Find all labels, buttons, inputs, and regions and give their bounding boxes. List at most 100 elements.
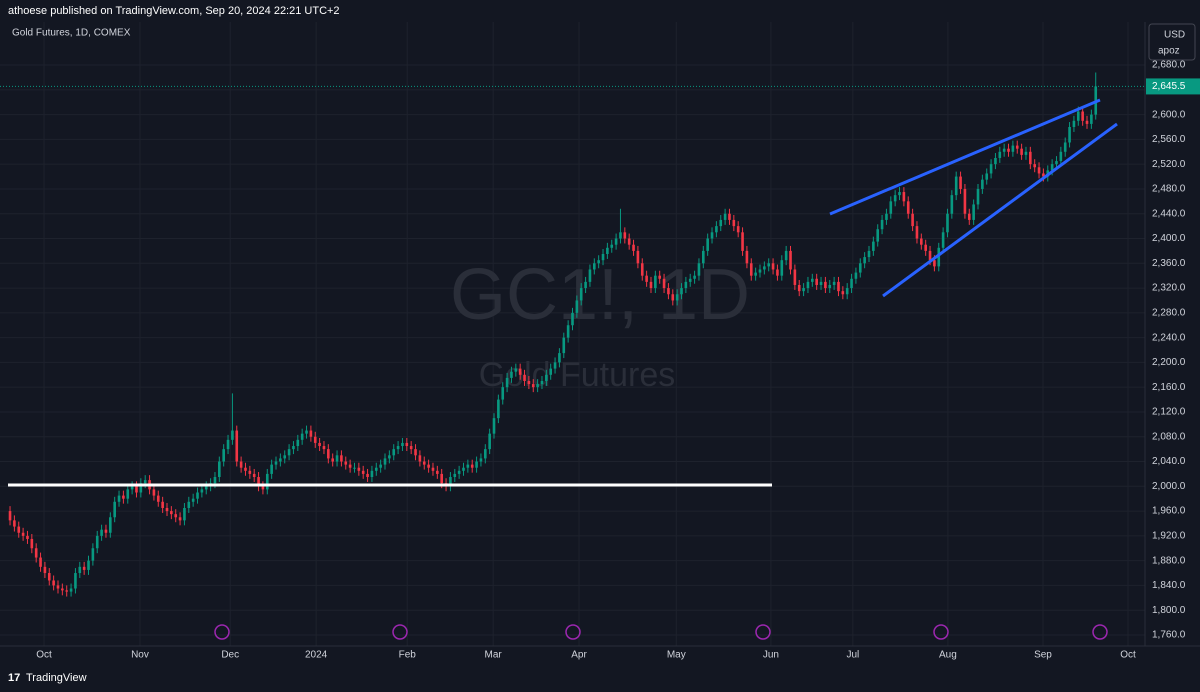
x-tick-label: Oct <box>1120 650 1136 661</box>
x-tick-label: Feb <box>399 650 417 661</box>
candle-body <box>1076 111 1080 121</box>
candle-body <box>1050 164 1054 171</box>
candle-body <box>95 535 99 549</box>
candle-body <box>479 458 483 462</box>
candle-body <box>715 226 718 233</box>
candle-body <box>701 250 705 264</box>
candle-body <box>61 588 64 591</box>
candle-body <box>745 250 749 264</box>
candle-body <box>244 467 247 471</box>
candle-body <box>300 433 304 440</box>
candle-body <box>492 418 496 434</box>
candle-body <box>1042 173 1045 177</box>
candle-body <box>963 188 967 214</box>
y-tick-label: 2,040.0 <box>1152 456 1186 467</box>
candle-body <box>1002 148 1006 152</box>
candle-body <box>78 566 82 574</box>
candle-body <box>693 275 696 279</box>
candle-body <box>191 498 195 502</box>
candle-body <box>13 520 16 527</box>
candle-body <box>139 483 143 493</box>
y-tick-label: 2,400.0 <box>1152 233 1186 244</box>
candle-body <box>488 433 491 450</box>
candle-body <box>505 377 509 388</box>
candle-body <box>1020 148 1023 155</box>
y-tick-label: 1,840.0 <box>1152 580 1186 591</box>
candle-body <box>850 278 853 289</box>
candle-body <box>361 470 365 474</box>
candle-body <box>204 486 208 490</box>
candle-body <box>527 380 531 385</box>
candle-body <box>741 232 744 251</box>
watermark-subtitle: Gold Futures <box>479 356 676 394</box>
candle-body <box>327 449 330 459</box>
last-price-box <box>1146 78 1200 95</box>
y-tick-label: 1,960.0 <box>1152 506 1186 517</box>
candle-body <box>100 529 103 536</box>
y-tick-label: 1,920.0 <box>1152 530 1186 541</box>
x-tick-label: May <box>667 650 686 661</box>
candle-body <box>614 238 618 245</box>
candle-body <box>344 461 348 465</box>
candle-body <box>370 470 374 478</box>
currency-box[interactable] <box>1148 23 1196 61</box>
candle-body <box>981 179 984 189</box>
candle-body <box>1085 120 1089 124</box>
candle-body <box>658 275 662 279</box>
candle-body <box>553 362 557 369</box>
y-tick-label: 2,120.0 <box>1152 407 1186 418</box>
y-tick-label: 1,880.0 <box>1152 555 1186 566</box>
candle-body <box>954 176 958 196</box>
candle-body <box>601 253 605 261</box>
candle-body <box>440 473 444 484</box>
candle-body <box>680 288 683 295</box>
candle-body <box>261 486 265 490</box>
candle-body <box>1007 148 1010 152</box>
x-tick-label: 2024 <box>305 650 328 661</box>
candle-body <box>235 430 239 462</box>
candle-body <box>388 455 391 459</box>
candle-body <box>933 260 936 267</box>
candle-body <box>806 281 810 289</box>
x-tick-label: Nov <box>131 650 149 661</box>
brand[interactable]: TradingView <box>26 672 87 684</box>
candle-body <box>985 173 989 180</box>
candle-body <box>784 250 788 261</box>
candle-body <box>174 514 178 518</box>
candle-body <box>667 288 670 295</box>
candle-body <box>340 455 343 462</box>
candle-body <box>880 219 884 230</box>
candle-body <box>728 213 731 220</box>
candle-body <box>305 430 308 434</box>
y-tick-label: 2,440.0 <box>1152 208 1186 219</box>
y-tick-label: 1,800.0 <box>1152 605 1186 616</box>
chart-title: Gold Futures, 1D, COMEX <box>12 28 131 39</box>
candle-body <box>688 278 692 282</box>
candle-body <box>584 281 587 289</box>
candle-body <box>453 473 457 478</box>
last-price-tag: 2,645.5 <box>1146 78 1200 95</box>
candle-body <box>636 250 640 264</box>
candle-body <box>366 473 369 478</box>
candle-body <box>313 436 317 443</box>
candle-body <box>170 511 173 515</box>
candle-body <box>924 244 927 251</box>
candle-body <box>130 486 134 490</box>
candle-body <box>396 446 400 450</box>
price-axis <box>1145 22 1200 646</box>
y-tick-label: 2,560.0 <box>1152 134 1186 145</box>
candle-body <box>422 461 426 465</box>
candle-body <box>475 461 478 468</box>
candle-body <box>409 446 413 450</box>
candle-body <box>401 442 404 447</box>
candle-body <box>998 151 1002 158</box>
wedge-lower <box>882 122 1118 298</box>
candle-body <box>776 269 779 276</box>
candle-body <box>906 201 910 214</box>
candle-body <box>226 439 230 450</box>
x-tick-label: Dec <box>221 650 239 661</box>
candle-body <box>754 272 757 276</box>
candle-body <box>287 449 291 456</box>
candle-body <box>457 470 461 474</box>
